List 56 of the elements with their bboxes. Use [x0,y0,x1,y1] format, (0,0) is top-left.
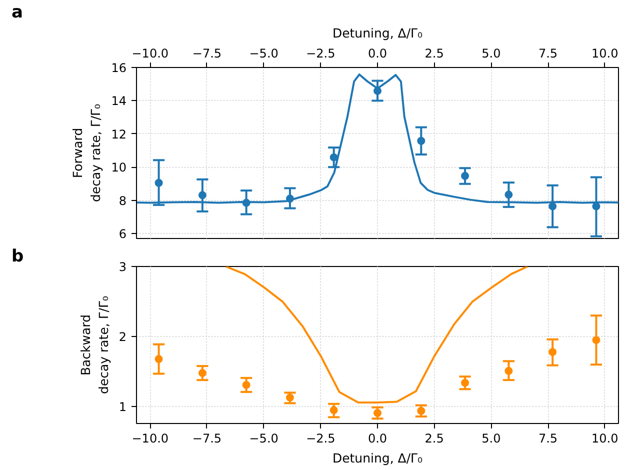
point [417,406,426,415]
x-tick-label: 7.5 [538,432,558,446]
x-tick-label: −2.5 [306,46,336,60]
point [198,191,206,200]
x-tick-label: 2.5 [424,432,444,446]
x-tick-label: −5.0 [249,46,278,60]
x-tick-label: 10.0 [592,46,618,60]
y-tick-label: 10 [111,160,127,175]
point [286,194,294,203]
y-tick-label: 16 [111,61,127,75]
line-series [224,266,529,404]
y-tick-label: 1 [118,400,127,414]
x-tick-label: −2.5 [306,432,336,446]
x-axis-title: Detuning, Δ/Γ₀ [332,450,423,466]
point [330,153,338,162]
y-tick-label: 14 [111,94,127,108]
point [154,178,163,187]
point [417,136,426,145]
y-tick-label: 2 [118,330,127,344]
point [374,86,382,95]
point [286,394,294,402]
point [374,408,382,417]
point [330,406,338,414]
point [548,202,557,210]
x-tick-label: −10.0 [132,432,169,446]
x-tick-label: −7.5 [192,432,222,446]
x-tick-label: −10.0 [132,46,169,60]
point [242,380,250,389]
point [592,336,600,344]
y-axis-title: Forward decay rate, Γ/Γ₀ [70,104,104,202]
point [592,202,600,210]
point [548,348,557,356]
text: b [12,246,24,266]
point [198,369,206,378]
x-tick-label: 7.5 [538,46,558,60]
y-tick-label: 12 [111,127,127,142]
x-tick-label: 0.0 [368,432,388,446]
y-tick-label: 3 [118,260,127,274]
y-tick-label: 8 [118,194,127,208]
x-axis-title: Detuning, Δ/Γ₀ [332,26,423,40]
y-axis-title: Backward decay rate, Γ/Γ₀ [78,296,111,394]
x-tick-label: 5.0 [482,432,501,446]
x-tick-label: 2.5 [424,46,444,60]
point [504,366,513,375]
x-tick-label: 10.0 [592,432,618,446]
y-tick-label: 6 [118,227,127,242]
point [461,378,470,387]
x-tick-label: 5.0 [482,46,501,60]
point [242,198,250,207]
point [154,355,163,364]
point [461,172,470,180]
point [504,190,513,199]
text: a [12,2,23,22]
x-tick-label: −5.0 [249,432,278,446]
x-tick-label: −7.5 [192,46,222,60]
x-tick-label: 0.0 [368,46,388,60]
